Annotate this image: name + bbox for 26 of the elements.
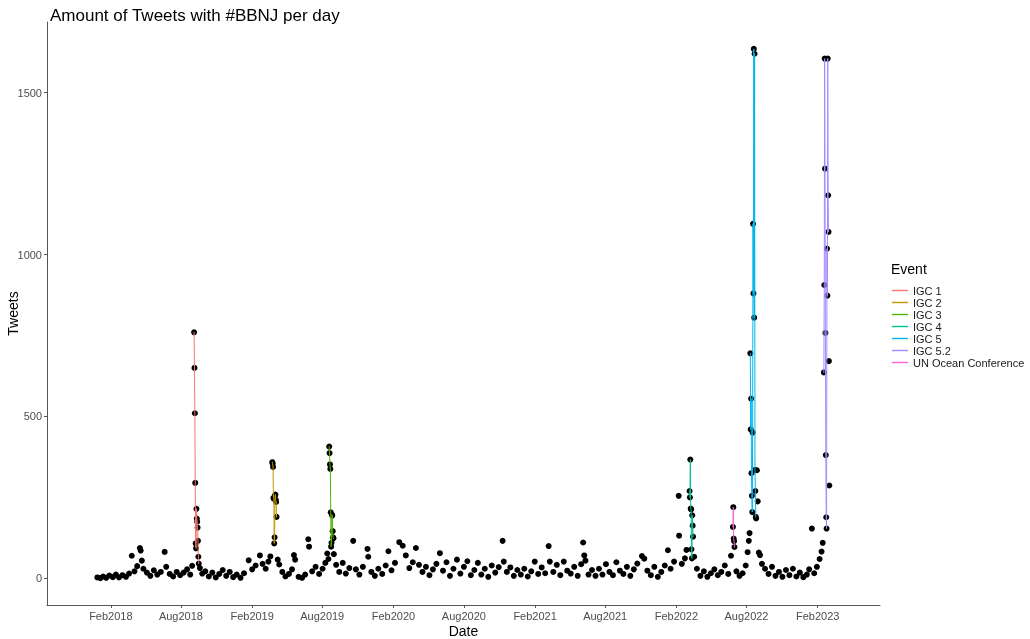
- x-tick-label: Feb2019: [230, 609, 274, 622]
- x-tick-label: Feb2021: [513, 609, 557, 622]
- x-tick-label: Aug2018: [158, 609, 203, 622]
- y-tick-label: 1500: [17, 86, 42, 99]
- legend-label: IGC 5.2: [913, 344, 951, 357]
- x-tick-label: Feb2018: [89, 609, 133, 622]
- x-tick-label: Feb2023: [795, 609, 840, 622]
- legend-label: IGC 2: [913, 296, 942, 309]
- legend-label: UN Ocean Conference: [913, 356, 1025, 369]
- x-tick-label: Aug2020: [441, 609, 486, 622]
- legend-label: IGC 5: [913, 332, 942, 345]
- x-tick-label: Aug2019: [300, 609, 345, 622]
- y-tick-label: 1000: [17, 248, 42, 261]
- legend-label: IGC 1: [913, 284, 942, 297]
- y-axis-title: Tweets: [5, 291, 21, 336]
- legend-title: Event: [891, 261, 927, 277]
- x-tick-label: Feb2020: [371, 609, 416, 622]
- legend-label: IGC 3: [913, 308, 942, 321]
- x-tick-label: Aug2022: [724, 609, 769, 622]
- y-tick-label: 0: [35, 572, 42, 585]
- x-axis-title: Date: [448, 623, 479, 639]
- x-tick-label: Feb2022: [654, 609, 699, 622]
- x-tick-label: Aug2021: [583, 609, 628, 622]
- y-tick-label: 500: [23, 410, 42, 423]
- legend-label: IGC 4: [913, 320, 942, 333]
- chart-title: Amount of Tweets with #BBNJ per day: [50, 6, 341, 25]
